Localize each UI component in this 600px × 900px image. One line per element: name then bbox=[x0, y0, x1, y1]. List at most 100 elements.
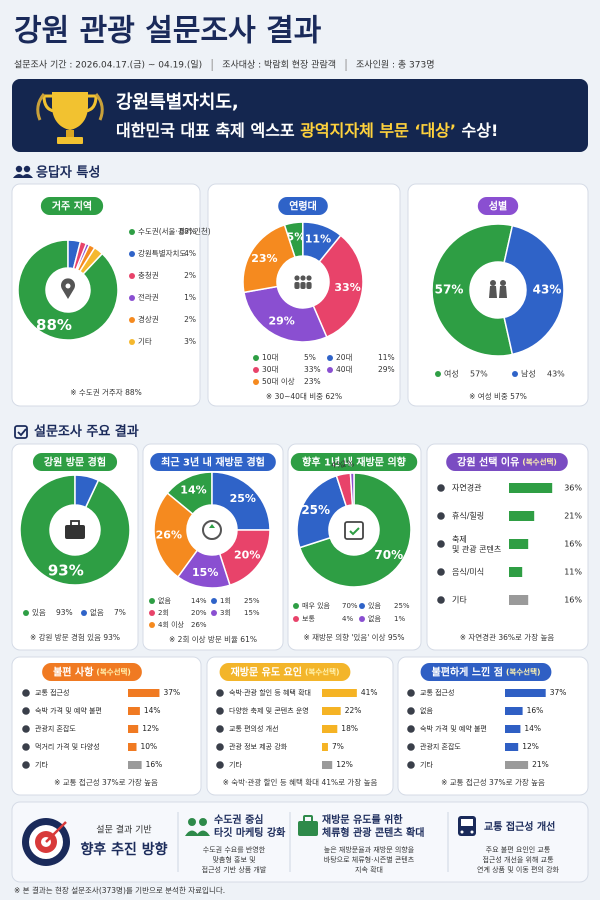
bar bbox=[322, 725, 338, 733]
icon-part bbox=[45, 821, 67, 843]
icon-part bbox=[294, 282, 300, 289]
bar-value: 21% bbox=[532, 760, 549, 769]
legend-label: 50대 이상 bbox=[262, 376, 295, 386]
row-icon bbox=[407, 743, 415, 751]
card-subtitle: (복수선택) bbox=[506, 667, 540, 677]
icon-part bbox=[303, 815, 313, 823]
chart-note: ※ 30~40대 비중 62% bbox=[266, 392, 342, 401]
row-icon bbox=[407, 761, 415, 769]
legend-label: 있음 bbox=[32, 608, 46, 617]
footer-box bbox=[11, 801, 589, 883]
icon-part bbox=[15, 165, 23, 173]
legend-swatch bbox=[253, 379, 259, 385]
legend-label: 남성 bbox=[521, 370, 536, 379]
center-icon bbox=[489, 280, 507, 298]
center-icon bbox=[344, 521, 364, 540]
bar-value: 16% bbox=[146, 760, 163, 769]
legend-swatch bbox=[149, 622, 155, 628]
footer-item-title: 재방문 유도를 위한 bbox=[322, 813, 403, 826]
survey-meta: 조사인원 : 총 373명 bbox=[356, 60, 434, 71]
legend-label: 20대 bbox=[336, 353, 353, 362]
pie-slice bbox=[19, 474, 131, 586]
slice-label: 23% bbox=[251, 252, 277, 265]
card-title-text: 연령대 bbox=[289, 200, 317, 213]
card-title: 강원 방문 경험 bbox=[44, 456, 106, 469]
chart-note: ※ 자연경관 36%로 가장 높음 bbox=[460, 632, 555, 642]
bar-label: 숙박·관광 할인 등 혜택 확대 bbox=[229, 688, 311, 697]
slice-label: 93% bbox=[48, 561, 84, 579]
center-icon bbox=[294, 275, 312, 289]
card-title-pill bbox=[150, 453, 276, 471]
bar bbox=[505, 761, 529, 769]
legend-swatch bbox=[149, 610, 155, 616]
footer-item-text: 접근성 개선을 위해 교통 bbox=[482, 855, 554, 864]
slice-label: 1% bbox=[342, 460, 355, 469]
legend-label: 보통 bbox=[302, 615, 315, 623]
legend-swatch bbox=[512, 371, 518, 377]
icon-part bbox=[65, 525, 85, 539]
row-icon bbox=[216, 761, 224, 769]
chart-note: ※ 재방문 의향 '있음' 이상 95% bbox=[303, 632, 404, 642]
bar bbox=[322, 689, 357, 697]
legend-label: 강원특별자치도 bbox=[138, 248, 186, 258]
legend-value: 4% bbox=[184, 249, 196, 258]
row-icon bbox=[22, 761, 30, 769]
bar-label: 기타 bbox=[229, 760, 242, 769]
legend-value: 57% bbox=[470, 370, 488, 379]
card-title-pill bbox=[40, 197, 104, 215]
card-title-text: 성별 bbox=[489, 200, 507, 213]
legend-swatch bbox=[129, 317, 135, 323]
legend-value: 33% bbox=[304, 365, 321, 374]
footer-item-title: 체류형 관광 콘텐츠 확대 bbox=[322, 826, 424, 839]
legend-label: 40대 bbox=[336, 365, 353, 374]
card-title: 강원 선택 이유 (복수선택) bbox=[457, 456, 557, 469]
legend-swatch bbox=[253, 355, 259, 361]
icon-part bbox=[349, 527, 360, 536]
trophy-cup bbox=[52, 92, 88, 130]
bar-label: 관광지 혼잡도 bbox=[420, 742, 461, 751]
bar-value: 37% bbox=[550, 688, 567, 697]
legend-swatch bbox=[211, 610, 217, 616]
slice-label: 14% bbox=[180, 484, 206, 497]
people-icon bbox=[185, 818, 210, 836]
page-title: 강원 관광 설문조사 결과 bbox=[14, 14, 322, 49]
legend-label: 여성 bbox=[444, 369, 459, 379]
icon-part bbox=[188, 818, 196, 826]
legend-value: 20% bbox=[191, 609, 207, 617]
slice-label: 25% bbox=[230, 492, 256, 505]
card-title: 연령대 bbox=[289, 200, 317, 213]
center-icon bbox=[202, 520, 222, 540]
bar-value: 14% bbox=[144, 706, 161, 715]
bar bbox=[509, 539, 529, 549]
trophy-base bbox=[57, 137, 83, 144]
icon-part bbox=[70, 520, 80, 527]
footer-title: 향후 추진 방향 bbox=[80, 841, 167, 858]
legend-value: 29% bbox=[378, 365, 395, 374]
slice-label: 4% bbox=[331, 461, 344, 470]
bar bbox=[128, 725, 139, 733]
banner-text: 대한민국 대표 축제 엑스포 광역지자체 부문 ‘대상’ 수상! bbox=[116, 121, 498, 140]
row-icon bbox=[437, 568, 445, 576]
chart-note: ※ 수도권 거주자 88% bbox=[70, 388, 142, 397]
legend-value: 11% bbox=[378, 353, 395, 362]
footer-item-text: 주요 불편 요인인 교통 bbox=[486, 845, 551, 854]
chart-note: ※ 숙박·관광 할인 등 혜택 확대 41%로 가장 높음 bbox=[223, 777, 378, 787]
icon-part bbox=[298, 821, 318, 836]
bar-label: 관광지 혼잡도 bbox=[35, 724, 76, 733]
bar-label: 다양한 축제 및 콘텐츠 운영 bbox=[229, 706, 309, 715]
legend-label: 수도권(서울·경기·인천) bbox=[138, 226, 211, 236]
row-icon bbox=[22, 689, 30, 697]
bar bbox=[509, 567, 523, 577]
row-icon bbox=[216, 743, 224, 751]
legend-value: 2% bbox=[184, 315, 196, 324]
row-icon bbox=[407, 707, 415, 715]
section-icon bbox=[13, 165, 33, 178]
chart-note: ※ 2회 이상 방문 비율 61% bbox=[169, 634, 257, 644]
legend-value: 25% bbox=[394, 602, 410, 610]
legend-label: 기타 bbox=[138, 337, 152, 346]
card-title-pill bbox=[42, 663, 142, 681]
bar-value: 22% bbox=[345, 706, 362, 715]
legend-swatch bbox=[23, 610, 29, 616]
card bbox=[407, 183, 589, 407]
bar-label: 먹거리 가격 및 다양성 bbox=[35, 742, 100, 751]
